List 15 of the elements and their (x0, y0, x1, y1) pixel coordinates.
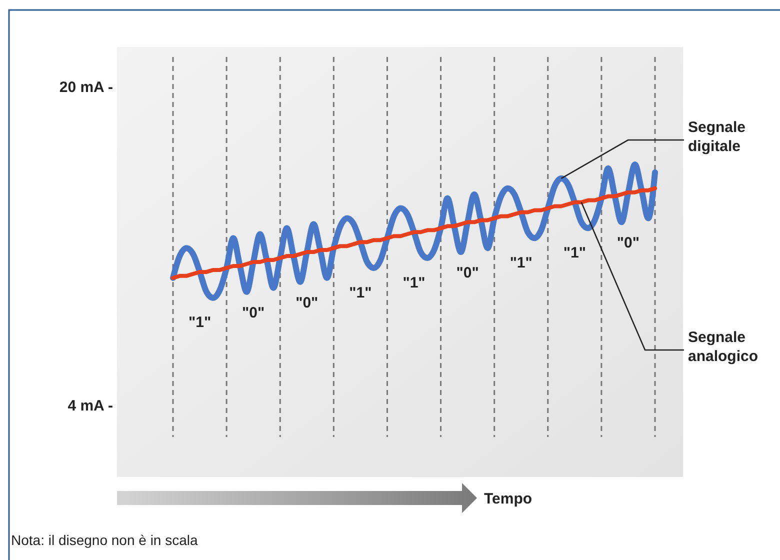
text: Segnale analogico (688, 329, 758, 365)
annotation: "1" (402, 274, 426, 292)
annotation: "1" (510, 254, 532, 272)
annotation: "1" (188, 314, 212, 332)
text: Nota: il disegno non è in scala (11, 532, 198, 548)
annotation: "0" (456, 264, 479, 282)
annotation: "0" (616, 234, 640, 252)
y-tick-label: 4 mA - (68, 398, 113, 415)
annotation: "0" (242, 304, 265, 322)
annotation: "1" (563, 244, 586, 262)
y-tick-label: 20 mA - (59, 79, 113, 96)
x-axis-title: Tempo (484, 490, 532, 508)
annotation: "1" (349, 284, 372, 302)
annotation: "0" (296, 294, 318, 312)
text: Segnale digitale (688, 119, 746, 155)
